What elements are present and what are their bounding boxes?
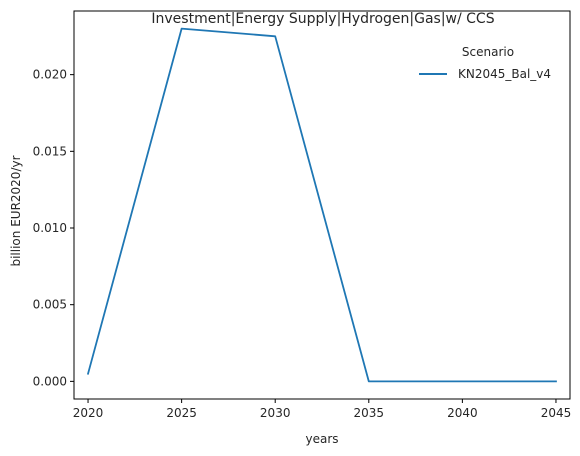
- y-axis-ticks: 0.000 0.005 0.010 0.015 0.020: [33, 68, 74, 388]
- x-axis-ticks: 2020 2025 2030 2035 2040 2045: [73, 399, 571, 420]
- y-tick-label: 0.010: [33, 221, 67, 235]
- x-axis-label: years: [305, 432, 338, 446]
- x-tick-label: 2025: [166, 406, 197, 420]
- x-tick-label: 2040: [447, 406, 478, 420]
- y-tick-label: 0.005: [33, 298, 67, 312]
- plot-area: 2020 2025 2030 2035 2040 2045 0.000 0.005 0.010…: [33, 10, 571, 420]
- y-tick-label: 0.015: [33, 144, 67, 158]
- x-tick-label: 2035: [354, 406, 385, 420]
- y-tick-label: 0.000: [33, 374, 67, 388]
- axes-frame: [73, 10, 571, 400]
- legend-label-kn2045-bal-v4: KN2045_Bal_v4: [458, 67, 551, 81]
- chart-title: Investment|Energy Supply|Hydrogen|Gas|w/…: [151, 11, 494, 27]
- series-lines: [86, 27, 557, 383]
- x-tick-label: 2045: [541, 406, 572, 420]
- legend-title: Scenario: [462, 45, 514, 59]
- y-tick-label: 0.020: [33, 68, 67, 82]
- y-axis-label: billion EUR2020/yr: [9, 155, 23, 266]
- series-line-kn2045-bal-v4: [86, 27, 557, 383]
- x-tick-label: 2020: [73, 406, 104, 420]
- x-tick-label: 2030: [260, 406, 291, 420]
- legend: Scenario KN2045_Bal_v4: [419, 45, 551, 81]
